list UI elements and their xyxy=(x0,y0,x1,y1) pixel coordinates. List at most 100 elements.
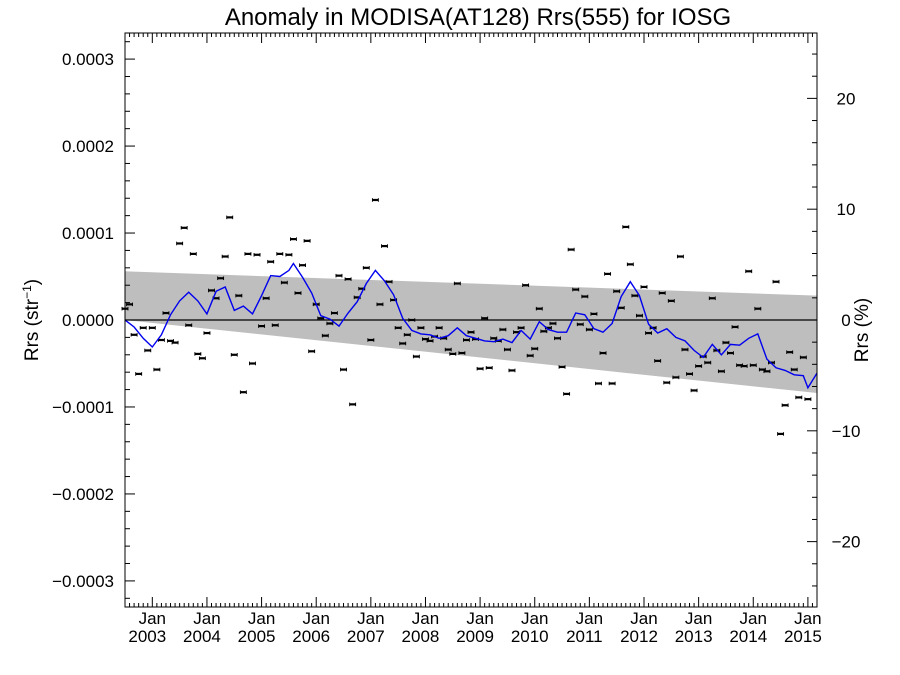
data-point xyxy=(408,318,416,322)
data-point xyxy=(230,352,238,357)
data-point xyxy=(763,369,771,374)
data-point xyxy=(604,272,612,276)
x-tick-month-label: Jan xyxy=(193,609,220,628)
x-tick-month-label: Jan xyxy=(794,609,821,628)
data-point xyxy=(449,352,457,356)
data-point xyxy=(804,397,812,401)
data-point xyxy=(585,327,593,332)
data-point xyxy=(221,254,229,259)
right-tick-label: −20 xyxy=(832,533,861,552)
monthly-anomaly-points xyxy=(121,198,812,436)
data-point xyxy=(786,350,794,354)
left-axis-label: Rrs (str−1) xyxy=(20,279,43,361)
x-tick-month-label: Jan xyxy=(685,609,712,628)
data-point xyxy=(467,330,475,334)
x-tick-year-label: 2006 xyxy=(292,627,330,646)
data-point xyxy=(731,325,739,329)
data-point xyxy=(244,252,252,256)
data-point xyxy=(749,363,757,368)
data-point xyxy=(417,326,425,330)
data-point xyxy=(330,311,338,315)
data-point xyxy=(371,198,379,202)
x-tick-year-label: 2005 xyxy=(238,627,276,646)
data-point xyxy=(285,252,293,257)
data-point xyxy=(180,226,188,230)
data-point xyxy=(695,364,703,368)
data-point xyxy=(781,403,789,408)
running-mean-line xyxy=(124,262,818,390)
x-tick-month-label: Jan xyxy=(466,609,493,628)
data-point xyxy=(654,359,662,363)
data-point xyxy=(139,326,147,330)
data-point xyxy=(635,313,643,318)
data-point xyxy=(485,366,493,370)
x-tick-year-label: 2010 xyxy=(511,627,549,646)
x-tick-year-label: 2004 xyxy=(183,627,221,646)
data-point xyxy=(476,366,484,371)
data-point xyxy=(481,316,489,321)
x-tick-month-label: Jan xyxy=(412,609,439,628)
data-point xyxy=(526,353,534,358)
x-tick-year-label: 2008 xyxy=(402,627,440,646)
data-point xyxy=(640,285,648,289)
left-tick-label: 0.0002 xyxy=(62,137,114,156)
data-point xyxy=(381,244,388,248)
data-point xyxy=(658,291,666,295)
data-point xyxy=(608,381,616,386)
data-point xyxy=(453,281,461,286)
data-point xyxy=(690,388,698,393)
data-point xyxy=(194,352,202,356)
x-tick-month-label: Jan xyxy=(521,609,548,628)
data-point xyxy=(412,354,420,359)
data-point xyxy=(740,364,748,368)
data-point xyxy=(130,332,138,337)
data-point xyxy=(722,340,730,345)
x-tick-year-label: 2003 xyxy=(128,627,166,646)
data-point xyxy=(226,215,234,220)
data-point xyxy=(303,239,311,243)
data-point xyxy=(326,321,334,326)
x-tick-month-label: Jan xyxy=(302,609,329,628)
x-tick-month-label: Jan xyxy=(630,609,657,628)
data-point xyxy=(208,288,215,293)
data-point xyxy=(262,296,270,301)
data-point xyxy=(198,356,206,361)
data-point xyxy=(572,287,580,292)
data-point xyxy=(795,395,803,400)
left-y-axis: 0.0003 0.0002 0.0001 0.0000 −0.0001 −0.0002 −0… xyxy=(52,41,135,599)
data-point xyxy=(563,392,571,396)
data-point xyxy=(299,263,307,268)
data-point xyxy=(581,294,589,299)
x-tick-year-label: 2007 xyxy=(347,627,385,646)
right-tick-label: 0 xyxy=(841,311,850,330)
data-point xyxy=(176,241,184,246)
data-point xyxy=(162,311,170,315)
left-tick-label: −0.0003 xyxy=(52,572,114,591)
data-point xyxy=(595,381,602,386)
data-point xyxy=(349,402,357,407)
data-point xyxy=(667,299,675,303)
data-point xyxy=(558,365,566,369)
chart-title: Anomaly in MODISA(AT128) Rrs(555) for IO… xyxy=(225,4,731,31)
data-point xyxy=(153,367,161,372)
left-tick-label: −0.0002 xyxy=(52,485,114,504)
data-point xyxy=(717,369,725,374)
data-point xyxy=(276,252,284,256)
right-tick-label: 10 xyxy=(837,200,856,219)
data-point xyxy=(535,306,543,311)
data-point xyxy=(745,269,753,274)
x-tick-month-label: Jan xyxy=(139,609,166,628)
data-point xyxy=(458,351,466,355)
data-point xyxy=(340,367,347,372)
data-point xyxy=(308,349,316,354)
data-point xyxy=(394,326,402,330)
data-point xyxy=(622,225,630,229)
data-point xyxy=(490,336,498,341)
data-point xyxy=(435,326,443,330)
data-point xyxy=(253,252,261,257)
x-tick-year-label: 2009 xyxy=(456,627,494,646)
x-tick-year-label: 2015 xyxy=(784,627,822,646)
data-point xyxy=(503,347,511,352)
data-point xyxy=(727,351,734,355)
data-point xyxy=(280,280,288,285)
